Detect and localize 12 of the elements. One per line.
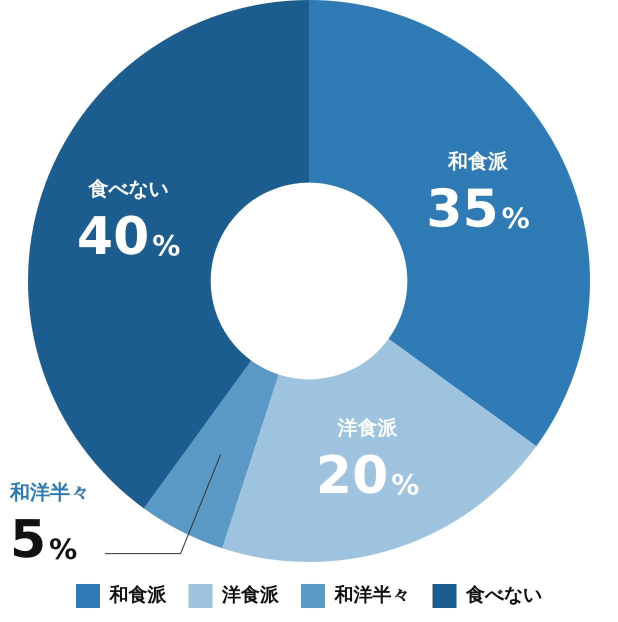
legend-label: 食べない [465,584,542,606]
slice-label: 和洋半々 [9,480,90,504]
data-label: 35% [426,179,530,240]
data-label: 20% [316,446,420,506]
slice-label: 食べない [88,176,169,201]
slice-label: 洋食派 [336,416,399,440]
slice-label: 和食派 [447,149,509,174]
data-label: 5% [10,510,78,570]
data-label: 40% [76,206,180,267]
legend-label: 和食派 [108,584,168,606]
legend-label: 和洋半々 [334,584,410,606]
legend-label: 洋食派 [221,584,280,606]
